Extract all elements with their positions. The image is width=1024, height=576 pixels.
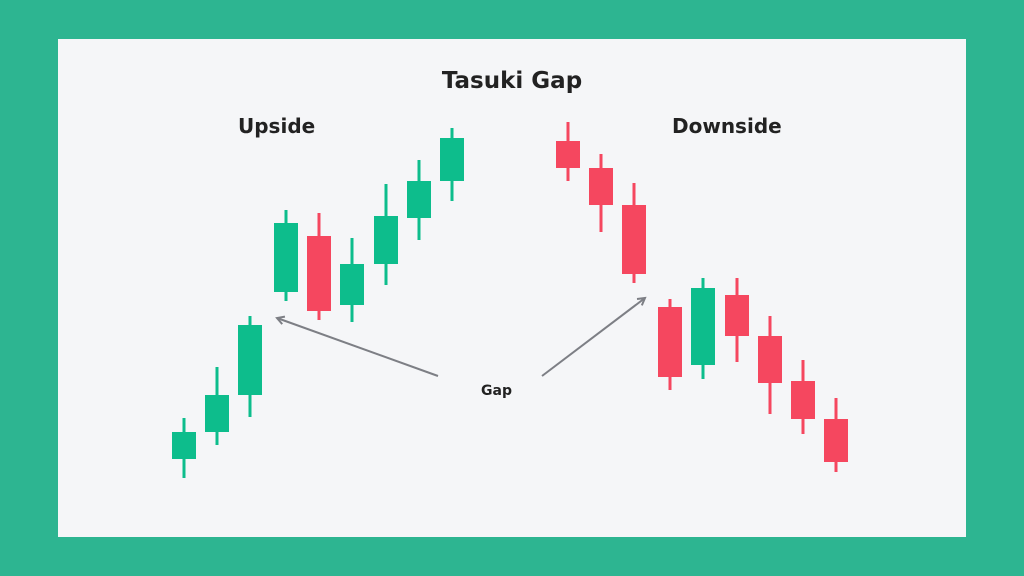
bearish-candle-17 [791, 360, 815, 434]
candle-body [824, 419, 848, 462]
candle-body [340, 264, 364, 305]
bearish-candle-11 [589, 154, 613, 232]
candle-body [658, 307, 682, 377]
bearish-candle-18 [824, 398, 848, 472]
candle-body [374, 216, 398, 264]
bearish-candle-13 [658, 299, 682, 390]
bearish-candle-16 [758, 316, 782, 414]
bullish-candle-9 [440, 128, 464, 201]
bearish-candle-15 [725, 278, 749, 362]
upside-label: Upside [238, 114, 316, 138]
candle-body [407, 181, 431, 218]
candle-body [172, 432, 196, 459]
bullish-candle-2 [205, 367, 229, 445]
candle-body [691, 288, 715, 365]
bullish-candle-14 [691, 278, 715, 379]
candle-body [791, 381, 815, 419]
gap-label: Gap [481, 383, 512, 399]
candle-body [440, 138, 464, 181]
candle-body [758, 336, 782, 383]
candle-body [622, 205, 646, 274]
bullish-candle-7 [374, 184, 398, 285]
candle-body [589, 168, 613, 205]
bullish-candle-3 [238, 316, 262, 417]
candle-body [307, 236, 331, 311]
upside-gap-arrow [277, 318, 439, 377]
bearish-candle-12 [622, 183, 646, 283]
candle-body [205, 395, 229, 432]
bullish-candle-4 [274, 210, 298, 301]
candle-body [556, 141, 580, 168]
downside-gap-arrow [541, 298, 645, 377]
bullish-candle-1 [172, 418, 196, 478]
diagram-title: Tasuki Gap [441, 68, 583, 94]
downside-label: Downside [672, 114, 782, 138]
diagram-card [58, 39, 966, 537]
bullish-candle-6 [340, 238, 364, 322]
candle-body [725, 295, 749, 336]
bearish-candle-10 [556, 122, 580, 181]
bullish-candle-8 [407, 160, 431, 240]
bearish-candle-5 [307, 213, 331, 320]
candle-body [238, 325, 262, 395]
candle-body [274, 223, 298, 292]
